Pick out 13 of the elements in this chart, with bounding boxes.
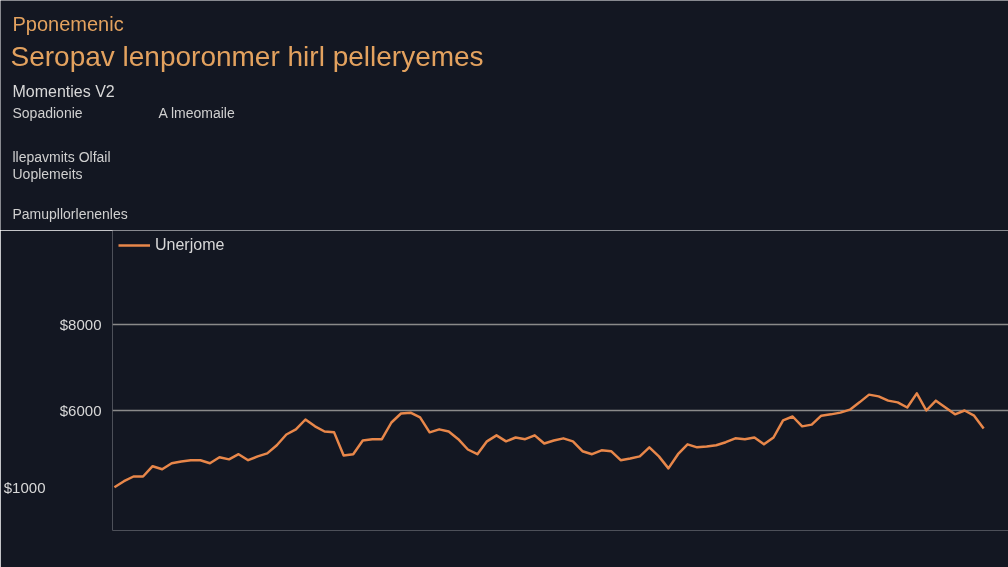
- text: llepavmits Olfail: [12, 148, 111, 165]
- text: Sopadionie: [12, 104, 83, 121]
- legend-title: Momenties V2: [12, 82, 115, 100]
- line-series: [113, 392, 985, 489]
- chart-subtitle: Pponemenic: [12, 12, 124, 35]
- chart-title: Seropav lenporonmer hirl pelleryemes: [10, 40, 484, 72]
- legend-label: Unerjome: [155, 236, 225, 254]
- y-tick-label: $8000: [59, 316, 102, 334]
- text: Pamupllorlenenles: [12, 205, 128, 222]
- text: Uoplemeits: [12, 165, 83, 182]
- text: A lmeomaile: [158, 104, 235, 121]
- text: $1000: [3, 479, 46, 496]
- y-tick-label: $6000: [59, 402, 102, 419]
